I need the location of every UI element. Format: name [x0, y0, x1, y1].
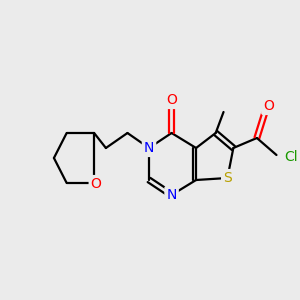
Text: S: S	[223, 171, 232, 185]
Text: Cl: Cl	[284, 150, 298, 164]
Text: O: O	[166, 93, 177, 107]
Text: N: N	[144, 141, 154, 155]
Text: O: O	[263, 99, 274, 113]
Text: O: O	[91, 177, 101, 191]
Text: N: N	[167, 188, 177, 202]
